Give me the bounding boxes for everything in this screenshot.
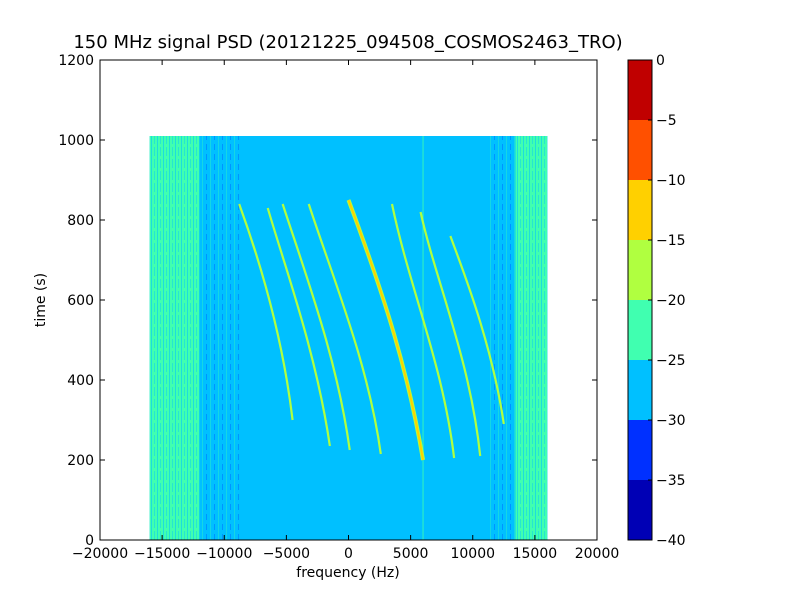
colorbar-tick-label: −10 [656, 173, 686, 189]
colorbar-tick-label: −25 [656, 353, 686, 369]
heatmap-right-noise-band [487, 136, 516, 540]
y-tick-label: 1000 [58, 133, 94, 149]
colorbar-segment [628, 300, 652, 360]
x-tick-label: 20000 [575, 546, 620, 562]
signal-trace [307, 203, 382, 455]
colorbar-tick-label: −5 [656, 113, 677, 129]
colorbar-segment [628, 180, 652, 240]
heatmap-left-edge-band [149, 136, 200, 540]
colorbar-segment [628, 240, 652, 300]
y-axis-label: time (s) [33, 273, 49, 327]
x-tick-label: 10000 [450, 546, 495, 562]
x-tick-label: −15000 [134, 546, 190, 562]
signal-trace [281, 203, 351, 451]
y-tick-label: 800 [67, 213, 94, 229]
colorbar-tick-label: 0 [656, 53, 665, 69]
signal-trace [390, 203, 456, 459]
colorbar-segment [628, 420, 652, 480]
x-tick-label: 5000 [393, 546, 429, 562]
x-tick-label: 0 [344, 546, 353, 562]
colorbar-segment [628, 480, 652, 540]
y-tick-label: 400 [67, 373, 94, 389]
heatmap-left-noise-band [199, 136, 240, 540]
x-tick-label: −20000 [72, 546, 128, 562]
colorbar-tick-label: −35 [656, 473, 686, 489]
y-tick-label: 200 [67, 453, 94, 469]
colorbar-segment [628, 60, 652, 120]
colorbar-segment [628, 120, 652, 180]
y-tick-label: 1200 [58, 53, 94, 69]
x-axis: −20000 −15000 −10000 −5000 0 5000 10000 15000 20… [72, 60, 619, 562]
colorbar-tick-label: −15 [656, 233, 686, 249]
x-axis-label: frequency (Hz) [296, 565, 399, 581]
signal-trace [419, 211, 482, 457]
heatmap-right-edge-band [515, 136, 548, 540]
signal-trace [238, 203, 294, 421]
plot-area [99, 59, 598, 541]
colorbar-tick-label: −20 [656, 293, 686, 309]
y-axis: 0 200 400 600 800 1000 1200 [58, 53, 597, 549]
signal-traces [238, 199, 505, 461]
y-tick-label: 0 [85, 533, 94, 549]
spectrogram-heatmap [149, 136, 548, 540]
x-tick-label: −5000 [263, 546, 310, 562]
x-tick-label: −10000 [196, 546, 252, 562]
colorbar: −40 −35 −30 −25 −20 −15 −10 −5 0 [627, 53, 686, 549]
chart-title: 150 MHz signal PSD (20121225_094508_COSM… [73, 32, 622, 53]
colorbar-tick-label: −30 [656, 413, 686, 429]
signal-trace [266, 207, 331, 447]
x-tick-label: 15000 [513, 546, 558, 562]
signal-trace [449, 235, 505, 425]
y-tick-label: 600 [67, 293, 94, 309]
colorbar-segment [628, 360, 652, 420]
colorbar-tick-label: −40 [656, 533, 686, 549]
signal-trace [347, 199, 425, 461]
